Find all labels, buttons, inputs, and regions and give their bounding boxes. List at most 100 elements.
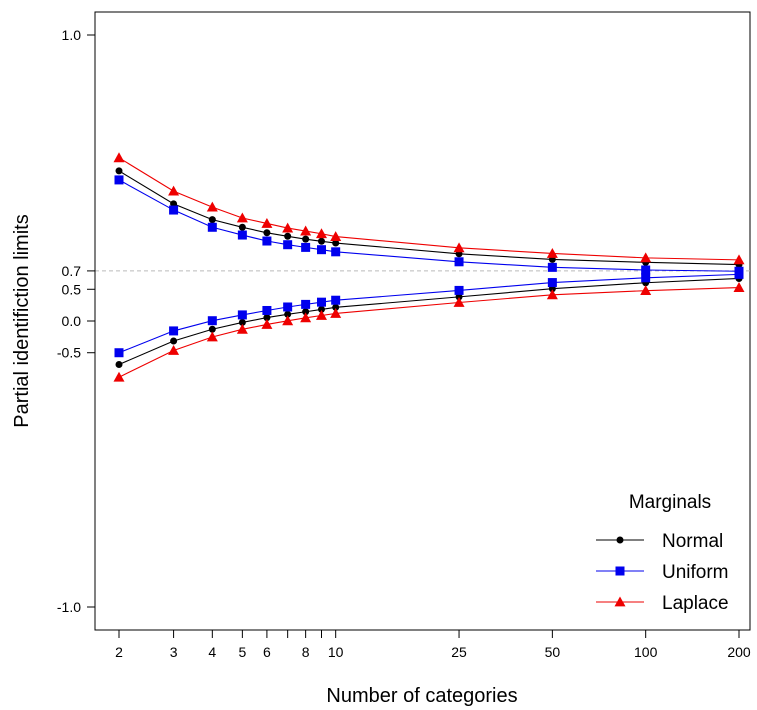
legend-marker-laplace: [614, 596, 626, 607]
data-point-laplace: [113, 371, 125, 382]
data-point-uniform: [454, 257, 464, 267]
x-tick-label: 2: [115, 644, 123, 660]
data-point-laplace: [315, 309, 327, 320]
x-tick-label: 50: [545, 644, 561, 660]
data-point-laplace: [733, 282, 745, 292]
x-tick-label: 4: [208, 644, 216, 660]
data-point-normal: [332, 303, 340, 311]
y-tick-label: 0.5: [62, 281, 82, 297]
series-uniform: [114, 175, 744, 358]
data-point-normal: [284, 232, 292, 240]
x-tick-label: 100: [634, 644, 658, 660]
data-point-laplace: [300, 225, 312, 236]
data-point-laplace: [315, 228, 327, 239]
data-point-laplace: [206, 331, 218, 342]
data-point-laplace: [330, 307, 342, 318]
x-tick-label: 10: [328, 644, 344, 660]
x-tick-label: 200: [727, 644, 751, 660]
data-point-uniform: [641, 273, 651, 283]
data-point-uniform: [283, 240, 293, 250]
legend: Marginals Normal Uniform Laplace: [596, 492, 729, 614]
data-point-uniform: [316, 245, 326, 255]
data-point-laplace: [453, 296, 465, 307]
data-point-laplace: [168, 185, 180, 196]
plot-frame: [94, 11, 751, 631]
data-point-normal: [115, 360, 123, 368]
data-point-laplace: [261, 318, 273, 329]
data-point-uniform: [331, 247, 341, 257]
data-point-laplace: [236, 323, 248, 334]
data-point-uniform: [207, 316, 217, 326]
data-point-uniform: [547, 262, 557, 272]
data-point-laplace: [546, 289, 558, 300]
x-tick-label: 8: [302, 644, 310, 660]
data-point-uniform: [262, 305, 272, 315]
series-layer: [113, 152, 745, 382]
data-point-uniform: [237, 230, 247, 240]
data-point-normal: [208, 325, 216, 333]
data-point-uniform: [262, 236, 272, 246]
data-point-uniform: [207, 222, 217, 232]
data-point-uniform: [331, 295, 341, 305]
data-point-normal: [170, 337, 178, 345]
data-point-normal: [263, 229, 271, 237]
legend-label-uniform: Uniform: [662, 562, 729, 583]
data-point-uniform: [237, 310, 247, 320]
data-point-laplace: [261, 217, 273, 228]
y-tick-label: -0.5: [57, 345, 81, 361]
data-point-laplace: [640, 285, 652, 296]
y-tick-label: -1.0: [57, 599, 81, 615]
legend-marker-uniform: [615, 566, 625, 576]
data-point-laplace: [113, 152, 125, 163]
data-point-laplace: [330, 231, 342, 241]
x-tick-label: 3: [170, 644, 178, 660]
legend-label-laplace: Laplace: [662, 593, 729, 614]
y-axis: -1.0 -0.5 0.0 0.5 0.7 1.0: [57, 27, 96, 615]
data-point-normal: [302, 308, 310, 316]
legend-marker-normal: [616, 536, 624, 544]
data-point-uniform: [283, 302, 293, 312]
data-point-uniform: [547, 278, 557, 288]
data-point-uniform: [316, 297, 326, 307]
data-point-normal: [238, 223, 246, 231]
data-point-laplace: [453, 242, 465, 253]
data-point-laplace: [236, 212, 248, 223]
data-point-uniform: [301, 299, 311, 309]
data-point-laplace: [546, 247, 558, 258]
data-point-normal: [317, 305, 325, 313]
data-point-uniform: [169, 326, 179, 336]
data-point-laplace: [282, 315, 294, 326]
series-laplace: [113, 152, 745, 382]
legend-label-normal: Normal: [662, 531, 723, 552]
data-point-uniform: [301, 242, 311, 252]
data-point-normal: [263, 314, 271, 322]
data-point-normal: [238, 318, 246, 326]
data-point-uniform: [114, 175, 124, 185]
y-tick-label: 1.0: [62, 27, 82, 43]
data-point-normal: [208, 216, 216, 224]
data-point-uniform: [114, 348, 124, 358]
data-point-normal: [115, 167, 123, 175]
data-point-normal: [317, 237, 325, 245]
data-point-laplace: [168, 344, 180, 355]
data-point-laplace: [300, 312, 312, 323]
data-point-normal: [302, 235, 310, 243]
x-tick-label: 6: [263, 644, 271, 660]
x-axis-title: Number of categories: [326, 685, 517, 707]
data-point-uniform: [169, 205, 179, 215]
x-axis: 2 3 4 5 6 8 10 25 50 100 200: [115, 629, 751, 660]
x-tick-label: 5: [238, 644, 246, 660]
x-tick-label: 25: [451, 644, 467, 660]
legend-item-laplace: Laplace: [596, 593, 729, 614]
data-point-uniform: [641, 265, 651, 275]
data-point-laplace: [733, 254, 745, 265]
data-point-normal: [455, 293, 463, 301]
data-point-normal: [332, 239, 340, 247]
legend-item-normal: Normal: [596, 531, 723, 552]
y-tick-label: 0.7: [62, 263, 82, 279]
data-point-normal: [284, 310, 292, 318]
y-axis-title: Partial identifiction limits: [11, 214, 33, 427]
legend-title: Marginals: [629, 492, 711, 513]
legend-item-uniform: Uniform: [596, 562, 729, 583]
